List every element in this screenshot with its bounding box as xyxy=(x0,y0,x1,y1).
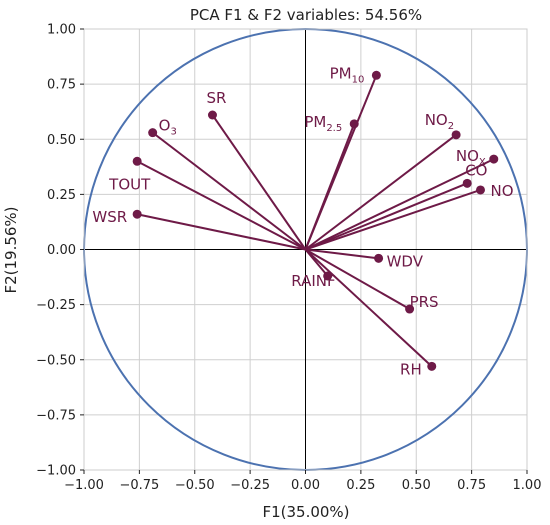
variable-label: RH xyxy=(400,360,422,378)
y-axis-title: F2(19.56%) xyxy=(2,206,20,293)
x-tick-label: 0.00 xyxy=(291,478,320,493)
vector-line xyxy=(305,158,495,251)
variable-label: O3 xyxy=(159,117,177,138)
x-tick-label: 1.00 xyxy=(513,478,542,493)
x-tick-label: 0.25 xyxy=(346,478,375,493)
vector-point xyxy=(371,70,381,80)
variable-label: PM10 xyxy=(330,64,365,85)
vector-line xyxy=(152,131,307,251)
vector-point xyxy=(374,253,384,263)
vector-point xyxy=(349,119,359,129)
variable-label: SR xyxy=(206,89,226,107)
vector-point xyxy=(148,128,158,138)
x-tick-label: −0.75 xyxy=(119,478,159,493)
variable-vectors xyxy=(132,70,499,371)
x-tick-label: 0.75 xyxy=(457,478,486,493)
vector-line xyxy=(304,123,356,250)
y-tick-label: 0.25 xyxy=(47,188,76,203)
variable-label-subscript: X xyxy=(479,157,486,168)
x-tick-label: 0.50 xyxy=(402,478,431,493)
variable-label: NO2 xyxy=(425,111,454,132)
variable-label: NO xyxy=(490,182,513,200)
vector-line xyxy=(136,213,306,251)
vector-line xyxy=(304,134,457,251)
variable-label: WDV xyxy=(387,252,424,270)
vector-point xyxy=(451,130,461,140)
variable-label: CO xyxy=(465,161,487,179)
y-tick-label: −0.75 xyxy=(36,408,76,423)
vector-point xyxy=(475,185,485,195)
variable-label: RAINF xyxy=(291,272,335,290)
vector-line xyxy=(305,248,379,260)
y-tick-labels: −1.00 −0.75 −0.50 −0.25 0.00 0.25 0.50 0.75 1.00 xyxy=(36,23,84,479)
x-tick-label: −1.00 xyxy=(64,478,104,493)
vector-line xyxy=(211,114,307,251)
variable-label: TOUT xyxy=(108,175,151,193)
x-axis-title: F1(35.00%) xyxy=(262,503,349,521)
vector-point xyxy=(462,178,472,188)
y-tick-label: 0.75 xyxy=(47,78,76,93)
x-tick-labels: −1.00 −0.75 −0.50 −0.25 0.00 0.25 0.50 0.75 1.00 xyxy=(64,470,541,493)
chart-title: PCA F1 & F2 variables: 54.56% xyxy=(190,6,422,24)
vector-point xyxy=(207,110,217,120)
y-tick-label: −0.50 xyxy=(36,353,76,368)
vector-point xyxy=(132,209,142,219)
variable-label-subscript: 2.5 xyxy=(326,123,342,134)
vector-line xyxy=(136,160,306,251)
vector-line xyxy=(305,182,468,251)
vector-line xyxy=(304,248,433,368)
vector-line xyxy=(305,248,411,310)
vector-point xyxy=(323,271,333,281)
vector-line xyxy=(305,189,481,251)
y-tick-label: −0.25 xyxy=(36,298,76,313)
vector-point xyxy=(132,156,142,166)
variable-label-subscript: 2 xyxy=(448,121,454,132)
vector-point xyxy=(405,304,415,314)
vector-point xyxy=(427,361,437,371)
y-tick-label: −1.00 xyxy=(36,464,76,479)
variable-label: NOX xyxy=(456,147,486,168)
variable-label-subscript: 3 xyxy=(170,127,176,138)
y-tick-label: 0.00 xyxy=(47,243,76,258)
y-tick-label: 0.50 xyxy=(47,133,76,148)
variable-label: PM2.5 xyxy=(304,113,342,134)
variable-label: PRS xyxy=(410,293,439,311)
variable-label-subscript: 10 xyxy=(352,74,365,85)
y-tick-label: 1.00 xyxy=(47,23,76,38)
vector-point xyxy=(489,154,499,164)
x-tick-label: −0.50 xyxy=(175,478,215,493)
x-tick-label: −0.25 xyxy=(230,478,270,493)
variable-label: WSR xyxy=(92,208,127,226)
